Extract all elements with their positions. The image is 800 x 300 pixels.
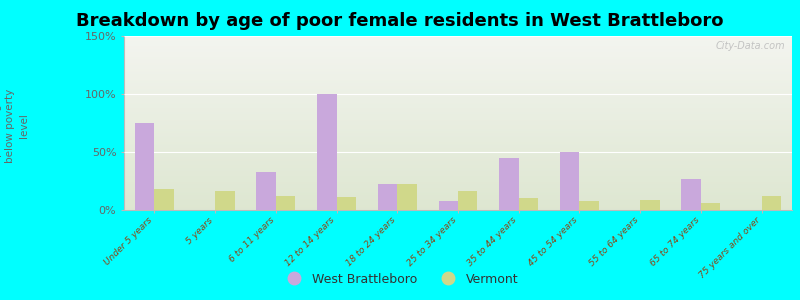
Bar — [398, 184, 417, 210]
Text: percentage
below poverty
level: percentage below poverty level — [0, 89, 30, 163]
Bar — [135, 123, 154, 210]
Legend: West Brattleboro, Vermont: West Brattleboro, Vermont — [277, 268, 523, 291]
Bar — [579, 201, 599, 210]
Bar — [378, 184, 398, 210]
Bar — [337, 197, 356, 210]
Bar — [154, 189, 174, 210]
Bar — [701, 203, 720, 210]
Text: Breakdown by age of poor female residents in West Brattleboro: Breakdown by age of poor female resident… — [76, 12, 724, 30]
Bar — [762, 196, 781, 210]
Bar — [438, 201, 458, 210]
Bar — [317, 94, 337, 210]
Bar — [215, 191, 234, 210]
Bar — [256, 172, 276, 210]
Bar — [682, 179, 701, 210]
Bar — [518, 198, 538, 210]
Text: City-Data.com: City-Data.com — [716, 41, 786, 51]
Bar — [276, 196, 295, 210]
Bar — [560, 152, 579, 210]
Bar — [458, 191, 478, 210]
Bar — [499, 158, 518, 210]
Bar — [640, 200, 660, 210]
